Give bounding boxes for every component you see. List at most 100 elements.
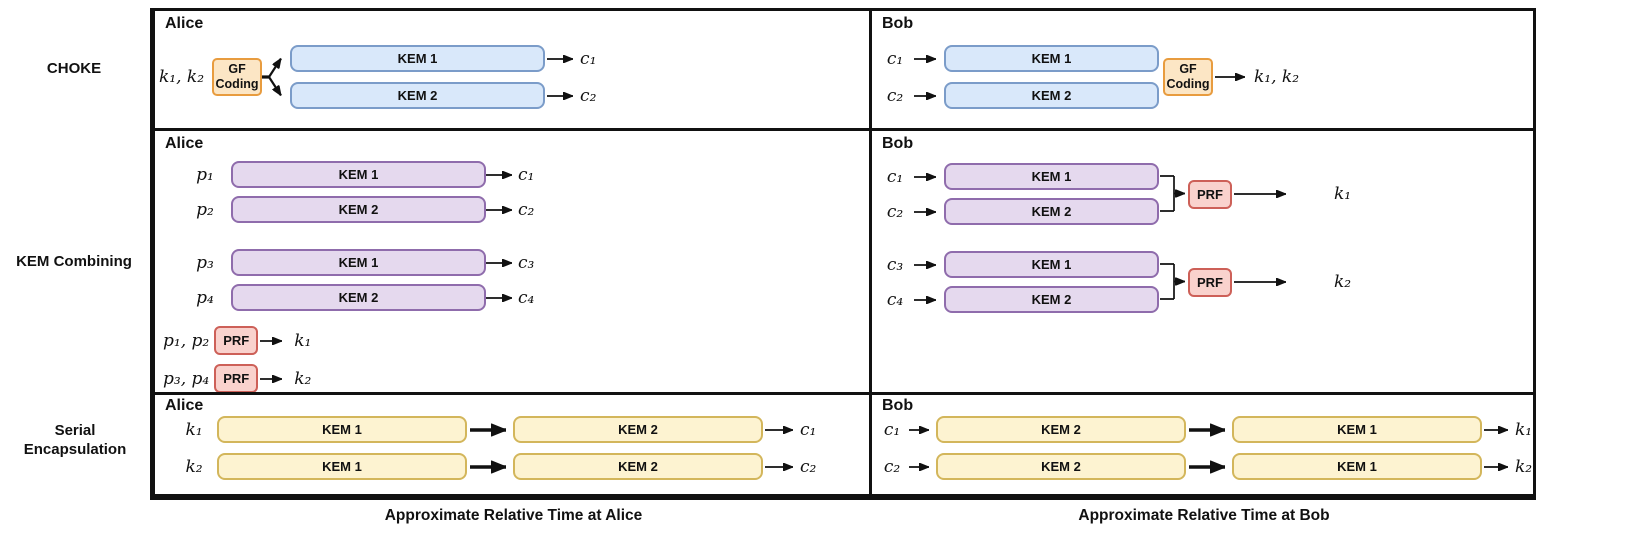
kem-box: KEM 2 [944, 82, 1159, 109]
input-keys-label: k₁, k₂ [159, 67, 205, 87]
prf-box: PRF [1188, 179, 1232, 209]
row-label-choke: CHOKE [46, 60, 102, 77]
arrow-right-icon [1484, 424, 1508, 436]
output-keys-label: k₁, k₂ [1254, 67, 1300, 87]
kem-box: KEM 1 [944, 163, 1159, 190]
kem-row: c₃ KEM 1 [880, 251, 1159, 278]
chain-row: k₂ KEM 1 KEM 2 c₂ [179, 453, 816, 480]
key-label: k₁ [1334, 184, 1352, 204]
ciphertext-label: c₂ [518, 199, 535, 220]
prf-box: PRF [1188, 267, 1232, 297]
bracket-join-icon [1160, 263, 1185, 300]
panel-title: Bob [882, 135, 914, 152]
key-label: k₂ [294, 368, 312, 389]
panel-choke-bob: Bob c₁ KEM 1 c₂ KEM 2 GF Coding k₁, k₂ [872, 11, 1533, 131]
diagram-grid: Alice k₁, k₂ GF Coding KEM 1 c₁ KEM 2 [155, 11, 1533, 494]
row-label-kem-combining: KEM Combining [16, 253, 132, 270]
kem-stack: c₁ KEM 1 c₂ KEM 2 [880, 45, 1159, 109]
kem-box: KEM 1 [1232, 453, 1482, 480]
kem-row: p₃ KEM 1 c₃ [185, 249, 534, 276]
kem-row: p₁ KEM 1 c₁ [185, 161, 534, 188]
kem-box: KEM 2 [936, 453, 1186, 480]
kem-row: p₄ KEM 2 c₄ [185, 284, 534, 311]
panel-combining-bob: Bob c₁ KEM 1 c₂ KEM 2 PRF k₁ [872, 131, 1533, 395]
ciphertext-label: c₃ [886, 254, 904, 275]
kem-stack: KEM 1 c₁ KEM 2 c₂ [290, 45, 596, 109]
ciphertext-label: c₃ [518, 252, 535, 273]
prf-box: PRF [214, 326, 259, 355]
arrow-right-icon [914, 171, 936, 183]
arrow-right-icon [914, 90, 936, 102]
decaps-group: c₁ KEM 1 c₂ KEM 2 PRF k₁ [880, 163, 1351, 225]
ciphertext-label: c₂ [580, 85, 597, 106]
arrow-right-icon [1234, 188, 1286, 200]
panel-title: Alice [165, 135, 204, 152]
chain-row: c₂ KEM 2 KEM 1 k₂ [878, 453, 1532, 480]
panel-serial-alice: Alice k₁ KEM 1 KEM 2 c₁ k₂ KEM 1 KEM 2 c… [155, 395, 872, 494]
key-label: k₁ [185, 419, 203, 440]
gf-coding-box: GF Coding [1163, 58, 1213, 96]
kem-box: KEM 1 [231, 161, 486, 188]
panel-title: Alice [165, 15, 204, 32]
choke-alice-flow: k₁, k₂ GF Coding KEM 1 c₁ KEM 2 c [159, 45, 596, 109]
kem-box: KEM 1 [217, 416, 467, 443]
arrow-right-icon [914, 206, 936, 218]
kem-row: c₁ KEM 1 [880, 163, 1159, 190]
plaintext-label: p₂ [196, 199, 214, 220]
chain-stack: c₁ KEM 2 KEM 1 k₁ c₂ KEM 2 KEM 1 k₂ [878, 416, 1532, 480]
arrow-right-icon [909, 424, 929, 436]
prf-row: p₃, p₄ PRF k₂ [163, 364, 312, 392]
plaintext-label: p₃ [196, 252, 214, 273]
arrow-right-icon [914, 259, 936, 271]
kem-box: KEM 1 [217, 453, 467, 480]
kem-box: KEM 1 [1232, 416, 1482, 443]
kem-box: KEM 2 [290, 82, 546, 109]
chain-stack: k₁ KEM 1 KEM 2 c₁ k₂ KEM 1 KEM 2 c₂ [179, 416, 816, 480]
arrow-right-icon [486, 169, 512, 181]
coding-label: Coding [215, 77, 259, 91]
kem-box: KEM 1 [231, 249, 486, 276]
coding-label: Coding [1166, 77, 1210, 91]
kem-box: KEM 1 [290, 45, 546, 72]
ciphertext-label: c₁ [518, 164, 535, 185]
choke-bob-flow: c₁ KEM 1 c₂ KEM 2 GF Coding k₁, k₂ [880, 45, 1299, 109]
prf-stack: p₁, p₂ PRF k₁ p₃, p₄ PRF k₂ [163, 326, 312, 392]
encapsulation-stack: p₁ KEM 1 c₁ p₂ KEM 2 c₂ p₃ KEM 1 c₃ p₄ K… [185, 161, 534, 311]
kem-box: KEM 2 [513, 453, 763, 480]
kem-box: KEM 2 [513, 416, 763, 443]
ciphertext-label: c₁ [883, 419, 901, 440]
key-label: k₁ [1515, 419, 1533, 440]
kem-box: KEM 1 [944, 45, 1159, 72]
plaintext-label: p₁ [196, 164, 214, 185]
kem-box: KEM 1 [944, 251, 1159, 278]
kem-row: c₂ KEM 2 [880, 82, 1159, 109]
kem-box: KEM 2 [936, 416, 1186, 443]
ciphertext-label: c₂ [886, 85, 904, 106]
plaintext-label: p₄ [196, 287, 214, 308]
arrow-right-bold-icon [470, 422, 506, 438]
ciphertext-label: c₁ [580, 48, 597, 69]
bracket-join-icon [1160, 175, 1185, 212]
diagram-frame: Alice k₁, k₂ GF Coding KEM 1 c₁ KEM 2 [150, 8, 1536, 500]
ciphertext-label: c₂ [883, 456, 901, 477]
arrow-right-bold-icon [1189, 422, 1225, 438]
prf-box: PRF [214, 364, 259, 392]
panel-choke-alice: Alice k₁, k₂ GF Coding KEM 1 c₁ KEM 2 [155, 11, 872, 131]
kem-row: c₄ KEM 2 [880, 286, 1159, 313]
kem-row: c₂ KEM 2 [880, 198, 1159, 225]
panel-combining-alice: Alice p₁ KEM 1 c₁ p₂ KEM 2 c₂ p₃ KEM 1 c… [155, 131, 872, 395]
arrow-right-icon [1234, 276, 1286, 288]
arrow-right-icon [765, 461, 793, 473]
decaps-group: c₃ KEM 1 c₄ KEM 2 PRF k₂ [880, 251, 1351, 313]
plaintext-pair-label: p₁, p₂ [163, 330, 210, 351]
arrow-right-icon [765, 424, 793, 436]
panel-title: Alice [165, 397, 204, 414]
arrow-right-icon [547, 53, 574, 65]
ciphertext-label: c₁ [886, 166, 904, 187]
kem-row: KEM 1 c₁ [290, 45, 596, 72]
axis-label-alice: Approximate Relative Time at Alice [384, 507, 643, 524]
gf-coding-box: GF Coding [212, 58, 263, 96]
kem-box: KEM 2 [944, 286, 1159, 313]
panel-serial-bob: Bob c₁ KEM 2 KEM 1 k₁ c₂ KEM 2 KEM 1 k₂ [872, 395, 1533, 494]
arrow-right-icon [260, 373, 283, 385]
